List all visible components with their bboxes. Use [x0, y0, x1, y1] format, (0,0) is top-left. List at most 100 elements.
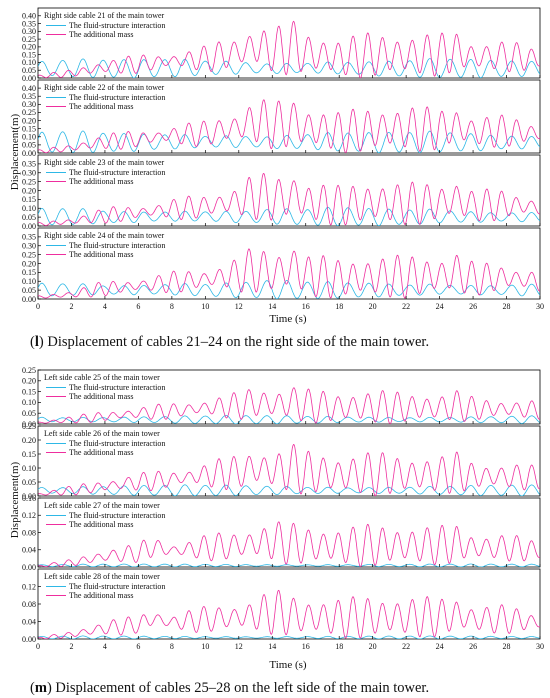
x-tick-label: 14 [268, 642, 276, 651]
chart-panel-3: 0.000.050.100.150.200.250.300.35 Right si… [22, 154, 541, 231]
plot-frame [37, 79, 541, 154]
y-tick-label: 0.05 [22, 141, 36, 150]
x-tick-label: 0 [36, 642, 40, 651]
series-line-fluid-structure-interaction [38, 563, 540, 567]
y-tick-label: 0.20 [22, 436, 36, 445]
y-tick-label: 0.30 [22, 242, 36, 251]
caption-text-l: Displacement of cables 21–24 on the righ… [47, 334, 429, 350]
y-tick-label: 0.10 [22, 398, 36, 407]
panel-title: Right side cable 22 of the main tower [44, 83, 165, 92]
xlabel-figure-l: Time (s) [269, 313, 307, 325]
caption-label-l: l [35, 334, 39, 350]
series-line-additional-mass [38, 20, 540, 78]
series-line-fluid-structure-interaction [38, 206, 540, 226]
chart-panel-4: 0.000.050.100.150.200.250.300.350 2 4 6 8 10 1… [22, 227, 544, 311]
y-tick-label: 0.25 [22, 35, 36, 44]
y-tick-label: 0.16 [22, 494, 36, 503]
y-tick-label: 0.00 [22, 222, 36, 231]
x-tick-label: 2 [69, 642, 73, 651]
series-line-additional-mass [38, 444, 540, 496]
y-tick-label: 0.15 [22, 450, 36, 459]
series-line-fluid-structure-interaction [38, 415, 540, 424]
y-tick-label: 0.05 [22, 478, 36, 487]
y-tick-label: 0.20 [22, 43, 36, 52]
series-line-fluid-structure-interaction [38, 279, 540, 299]
y-tick-label: 0.15 [22, 50, 36, 59]
y-tick-label: 0.35 [22, 19, 36, 28]
chart-panel-7: 0.00 0.04 0.08 0.12 0.16 Left side cable 27 o… [22, 494, 541, 572]
y-tick-label: 0.08 [22, 528, 36, 537]
x-tick-label: 20 [369, 302, 377, 311]
chart-panel-2: 0.000.050.100.150.200.250.300.350.40 Righ… [22, 79, 541, 158]
y-tick-label: 0.12 [22, 511, 36, 520]
x-tick-label: 4 [103, 302, 107, 311]
y-tick-label: 0.05 [22, 409, 36, 418]
plot-frame [37, 568, 541, 640]
x-tick-label: 14 [268, 302, 276, 311]
ylabel-figure-m: Displacement(m) [9, 461, 21, 538]
series-line-fluid-structure-interaction [38, 58, 540, 78]
y-tick-label: 0.05 [22, 66, 36, 75]
x-tick-label: 26 [469, 642, 477, 651]
x-tick-label: 28 [503, 302, 511, 311]
y-tick-label: 0.00 [22, 563, 36, 572]
series-line-additional-mass [38, 99, 540, 153]
series-line-fluid-structure-interaction [38, 130, 540, 153]
x-tick-label: 8 [170, 642, 174, 651]
x-tick-label: 6 [136, 302, 140, 311]
y-tick-label: 0.10 [22, 204, 36, 213]
x-tick-label: 20 [369, 642, 377, 651]
panel-title: Right side cable 21 of the main tower [44, 11, 165, 20]
plot-frame [37, 369, 541, 425]
y-tick-label: 0.40 [22, 84, 36, 93]
y-tick-label: 0.20 [22, 116, 36, 125]
legend-label: The additional mass [69, 177, 133, 186]
x-tick-label: 12 [235, 302, 243, 311]
y-tick-label: 0.35 [22, 92, 36, 101]
y-tick-label: 0.35 [22, 233, 36, 242]
x-tick-label: 30 [536, 642, 544, 651]
panel-title: Left side cable 25 of the main tower [44, 373, 160, 382]
y-tick-label: 0.10 [22, 277, 36, 286]
y-tick-label: 0.08 [22, 600, 36, 609]
x-tick-label: 16 [302, 302, 310, 311]
y-tick-label: 0.40 [22, 12, 36, 21]
x-tick-label: 24 [436, 642, 444, 651]
x-tick-label: 22 [402, 642, 410, 651]
y-tick-label: 0.05 [22, 213, 36, 222]
panel-title: Left side cable 27 of the main tower [44, 501, 160, 510]
chart-panel-5: 0.00 0.05 0.10 0.150.20 0.25 Left side cable … [22, 366, 541, 429]
x-tick-label: 18 [335, 302, 343, 311]
legend-label: The additional mass [69, 591, 133, 600]
y-tick-label: 0.05 [22, 286, 36, 295]
series-line-additional-mass [38, 521, 540, 567]
y-tick-label: 0.25 [22, 177, 36, 186]
y-tick-label: 0.15 [22, 124, 36, 133]
series-line-fluid-structure-interaction [38, 635, 540, 639]
y-tick-label: 0.00 [22, 74, 36, 83]
y-tick-label: 0.04 [22, 617, 36, 626]
x-tick-label: 10 [201, 302, 209, 311]
y-tick-label: 0.25 [22, 250, 36, 259]
series-line-additional-mass [38, 248, 540, 299]
chart-panel-8: 0.000.040.080.120 2 4 6 8 10 12 14 16 18 20 22 24 26 2… [22, 568, 544, 651]
xlabel-figure-m: Time (s) [269, 659, 307, 671]
plot-frame [37, 154, 541, 227]
legend-label: The fluid-structure interaction [69, 21, 165, 30]
panel-title: Left side cable 28 of the main tower [44, 572, 160, 581]
legend-label: The fluid-structure interaction [69, 168, 165, 177]
legend-label: The additional mass [69, 520, 133, 529]
x-tick-label: 18 [335, 642, 343, 651]
y-tick-label: 0.10 [22, 133, 36, 142]
legend-label: The additional mass [69, 30, 133, 39]
y-tick-label: 0.00 [22, 635, 36, 644]
y-tick-label: 0.25 [22, 108, 36, 117]
plot-frame [37, 425, 541, 497]
panel-title: Right side cable 23 of the main tower [44, 158, 165, 167]
series-line-fluid-structure-interaction [38, 484, 540, 496]
y-tick-label: 0.00 [22, 149, 36, 158]
x-tick-label: 10 [201, 642, 209, 651]
x-tick-label: 8 [170, 302, 174, 311]
y-tick-label: 0.00 [22, 492, 36, 501]
